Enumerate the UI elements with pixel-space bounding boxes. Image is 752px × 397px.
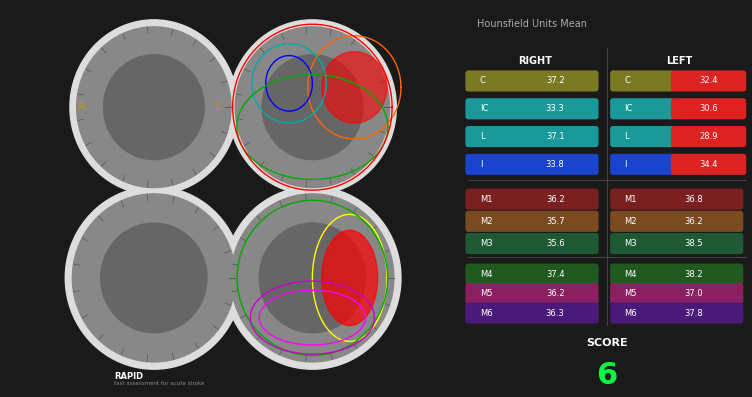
FancyBboxPatch shape (610, 126, 674, 147)
Polygon shape (235, 27, 390, 187)
Text: SCORE: SCORE (587, 338, 628, 349)
Text: M2: M2 (625, 217, 637, 226)
Polygon shape (229, 20, 396, 195)
FancyBboxPatch shape (610, 70, 674, 92)
Polygon shape (318, 100, 335, 114)
Text: 32.4: 32.4 (699, 77, 718, 85)
Text: RIGHT: RIGHT (518, 56, 552, 66)
Text: L: L (625, 132, 629, 141)
FancyBboxPatch shape (610, 189, 743, 210)
Text: M6: M6 (625, 308, 637, 318)
FancyBboxPatch shape (465, 303, 599, 324)
FancyBboxPatch shape (610, 211, 743, 232)
Text: M1: M1 (625, 195, 637, 204)
Polygon shape (322, 230, 378, 326)
FancyBboxPatch shape (671, 98, 746, 119)
Text: M4: M4 (480, 270, 493, 279)
Text: 36.2: 36.2 (685, 217, 703, 226)
Polygon shape (65, 187, 242, 369)
Text: Hounsfield Units Mean: Hounsfield Units Mean (477, 19, 587, 29)
Text: 6: 6 (596, 361, 618, 390)
FancyBboxPatch shape (465, 154, 599, 175)
Polygon shape (70, 20, 238, 195)
Text: 33.3: 33.3 (546, 104, 565, 113)
Text: M3: M3 (480, 239, 493, 248)
FancyBboxPatch shape (671, 70, 746, 92)
FancyBboxPatch shape (465, 126, 599, 147)
Text: I: I (480, 160, 482, 169)
Polygon shape (101, 223, 207, 333)
Text: IC: IC (480, 104, 488, 113)
Text: M1: M1 (480, 195, 493, 204)
Text: RAPID: RAPID (114, 372, 144, 381)
Text: M4: M4 (625, 270, 637, 279)
Text: 30.6: 30.6 (699, 104, 718, 113)
Text: 37.8: 37.8 (685, 308, 703, 318)
FancyBboxPatch shape (610, 283, 743, 304)
Text: 37.0: 37.0 (685, 289, 703, 298)
FancyBboxPatch shape (465, 233, 599, 254)
Text: M5: M5 (480, 289, 493, 298)
Text: C: C (480, 77, 486, 85)
Text: LEFT: LEFT (666, 56, 693, 66)
Text: 35.6: 35.6 (546, 239, 565, 248)
Text: 36.3: 36.3 (546, 308, 565, 318)
FancyBboxPatch shape (465, 264, 599, 285)
Polygon shape (259, 223, 365, 333)
Text: 33.8: 33.8 (546, 160, 565, 169)
Text: L: L (480, 132, 484, 141)
Text: 35.7: 35.7 (546, 217, 565, 226)
FancyBboxPatch shape (465, 98, 599, 119)
Text: L: L (216, 102, 223, 112)
Text: M6: M6 (480, 308, 493, 318)
Polygon shape (72, 194, 235, 362)
Text: R: R (77, 102, 86, 112)
Polygon shape (322, 52, 387, 123)
Polygon shape (104, 55, 205, 160)
FancyBboxPatch shape (465, 211, 599, 232)
FancyBboxPatch shape (610, 264, 743, 285)
FancyBboxPatch shape (610, 154, 674, 175)
Text: C: C (625, 77, 630, 85)
Polygon shape (290, 271, 308, 285)
Text: 37.2: 37.2 (546, 77, 565, 85)
Polygon shape (290, 100, 307, 114)
FancyBboxPatch shape (610, 303, 743, 324)
FancyBboxPatch shape (671, 154, 746, 175)
Text: 36.2: 36.2 (546, 195, 565, 204)
Polygon shape (231, 194, 394, 362)
Polygon shape (159, 100, 176, 114)
Text: 38.2: 38.2 (685, 270, 703, 279)
Polygon shape (262, 55, 362, 160)
Text: 34.4: 34.4 (699, 160, 718, 169)
Text: M5: M5 (625, 289, 637, 298)
Polygon shape (224, 187, 401, 369)
Text: 36.2: 36.2 (546, 289, 565, 298)
Polygon shape (317, 271, 335, 285)
FancyBboxPatch shape (610, 233, 743, 254)
FancyBboxPatch shape (465, 189, 599, 210)
Text: 37.4: 37.4 (546, 270, 565, 279)
FancyBboxPatch shape (671, 126, 746, 147)
Polygon shape (77, 27, 231, 187)
FancyBboxPatch shape (465, 70, 599, 92)
Text: IC: IC (625, 104, 633, 113)
Text: I: I (625, 160, 627, 169)
Text: 38.5: 38.5 (685, 239, 703, 248)
Polygon shape (132, 100, 148, 114)
Text: fast assessment for acute stroke: fast assessment for acute stroke (114, 381, 205, 386)
Polygon shape (159, 271, 177, 285)
FancyBboxPatch shape (465, 283, 599, 304)
Polygon shape (131, 271, 149, 285)
Text: M3: M3 (625, 239, 637, 248)
Text: 36.8: 36.8 (685, 195, 703, 204)
FancyBboxPatch shape (610, 98, 674, 119)
Text: 28.9: 28.9 (699, 132, 718, 141)
Text: 37.1: 37.1 (546, 132, 565, 141)
Text: M2: M2 (480, 217, 493, 226)
